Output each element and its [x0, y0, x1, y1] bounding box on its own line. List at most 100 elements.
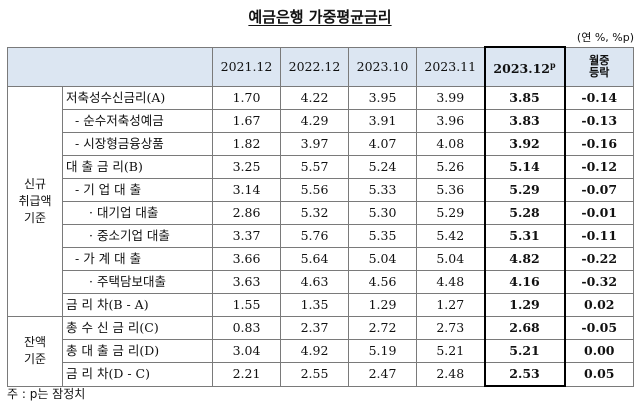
col-header-2023-11: 2023.11	[416, 46, 485, 87]
cell-monthly-change: -0.11	[564, 224, 634, 248]
cell-value: 1.29	[348, 293, 417, 317]
cell-value: 3.25	[212, 155, 281, 179]
cell-value: 5.19	[348, 339, 417, 363]
cell-value: 5.32	[280, 201, 349, 225]
cell-value: 5.64	[280, 247, 349, 271]
row-label: - 시장형금융상품	[62, 132, 213, 156]
cell-value: 3.95	[348, 86, 417, 110]
col-header-2023-12p: 2023.12p	[483, 46, 566, 87]
table-row: - 가 계 대 출 3.66 5.64 5.04 5.04 4.82 -0.22	[8, 247, 634, 271]
cell-value: 5.14	[483, 155, 566, 179]
cell-value: 3.66	[212, 247, 281, 271]
table-row: 금 리 차(D - C) 2.21 2.55 2.47 2.48 2.53 0.05	[8, 362, 634, 387]
header-blank	[7, 46, 213, 87]
interest-rate-table: 2021.12 2022.12 2023.10 2023.11 2023.12p…	[7, 46, 634, 387]
row-label: 금 리 차(D - C)	[62, 362, 213, 387]
cell-value: 3.14	[212, 178, 281, 202]
row-label: · 중소기업 대출	[62, 224, 213, 248]
cell-value: 3.63	[212, 270, 281, 294]
col-header-monthly-change-line2: 등락	[589, 65, 610, 79]
cell-value: 5.31	[483, 224, 566, 248]
cell-value: 2.73	[416, 316, 485, 340]
table-row: - 시장형금융상품 1.82 3.97 4.07 4.08 3.92 -0.16	[8, 132, 634, 156]
cell-value: 4.48	[416, 270, 485, 294]
cell-value: 2.68	[483, 316, 566, 340]
table-row: 대 출 금 리(B) 3.25 5.57 5.24 5.26 5.14 -0.12	[8, 155, 634, 179]
cell-value: 2.37	[280, 316, 349, 340]
cell-value: 5.26	[416, 155, 485, 179]
cell-value: 5.36	[416, 178, 485, 202]
cell-value: 5.29	[483, 178, 566, 202]
cell-value: 5.29	[416, 201, 485, 225]
col-header-2021-12: 2021.12	[212, 46, 281, 87]
cell-value: 2.21	[212, 362, 281, 387]
col-header-2023-10: 2023.10	[348, 46, 417, 87]
group-label-line: 기준	[23, 352, 47, 367]
unit-label: (연 %, %p)	[576, 31, 634, 44]
cell-value: 1.67	[212, 109, 281, 133]
col-header-2023-12-text: 2023.12	[493, 61, 550, 77]
cell-value: 3.97	[280, 132, 349, 156]
cell-value: 4.08	[416, 132, 485, 156]
cell-value: 3.04	[212, 339, 281, 363]
cell-value: 5.21	[416, 339, 485, 363]
cell-monthly-change: -0.05	[564, 316, 634, 340]
group-label-line: 잔액	[23, 335, 47, 350]
cell-value: 1.27	[416, 293, 485, 317]
table-row: 총 대 출 금 리(D) 3.04 4.92 5.19 5.21 5.21 0.00	[8, 339, 634, 363]
cell-monthly-change: -0.07	[564, 178, 634, 202]
table-row: 잔액 기준 총 수 신 금 리(C) 0.83 2.37 2.72 2.73 2.68 -0.0…	[7, 316, 634, 387]
row-label: 총 대 출 금 리(D)	[62, 339, 213, 363]
cell-value: 3.37	[212, 224, 281, 248]
cell-value: 1.70	[212, 86, 281, 110]
cell-value: 5.30	[348, 201, 417, 225]
table-row: · 주택담보대출 3.63 4.63 4.56 4.48 4.16 -0.32	[8, 270, 634, 294]
cell-value: 0.83	[212, 316, 281, 340]
row-label: - 가 계 대 출	[62, 247, 213, 271]
cell-value: 2.72	[348, 316, 417, 340]
col-header-provisional-mark: p	[549, 59, 556, 70]
cell-monthly-change: -0.13	[564, 109, 634, 133]
col-header-monthly-change: 월중 등락	[564, 46, 634, 87]
cell-value: 5.56	[280, 178, 349, 202]
cell-value: 5.35	[348, 224, 417, 248]
cell-value: 5.24	[348, 155, 417, 179]
cell-value: 4.29	[280, 109, 349, 133]
cell-value: 5.76	[280, 224, 349, 248]
group-new-transactions: 신규 취급액 기준	[7, 86, 63, 317]
row-label: · 대기업 대출	[62, 201, 213, 225]
cell-value: 3.92	[483, 132, 566, 156]
cell-value: 2.48	[416, 362, 485, 387]
table-row: - 기 업 대 출 3.14 5.56 5.33 5.36 5.29 -0.07	[8, 178, 634, 202]
row-label: 저축성수신금리(A)	[62, 86, 213, 110]
page-title: 예금은행 가중평균금리	[248, 8, 392, 26]
table-row: 신규 취급액 기준 저축성수신금리(A) 1.70 4.22 3.95 3.99 3.85 -0.…	[7, 86, 634, 317]
cell-value: 1.82	[212, 132, 281, 156]
cell-value: 4.16	[483, 270, 566, 294]
table-row: · 대기업 대출 2.86 5.32 5.30 5.29 5.28 -0.01	[8, 201, 634, 225]
cell-value: 4.07	[348, 132, 417, 156]
cell-monthly-change: -0.16	[564, 132, 634, 156]
cell-value: 3.83	[483, 109, 566, 133]
cell-value: 2.55	[280, 362, 349, 387]
footnote: 주 : p는 잠정치	[7, 387, 86, 401]
col-header-2022-12: 2022.12	[280, 46, 349, 87]
table-row: · 중소기업 대출 3.37 5.76 5.35 5.42 5.31 -0.11	[8, 224, 634, 248]
cell-value: 1.29	[483, 293, 566, 317]
cell-value: 1.55	[212, 293, 281, 317]
cell-monthly-change: -0.12	[564, 155, 634, 179]
cell-monthly-change: 0.00	[564, 339, 634, 363]
row-label: 총 수 신 금 리(C)	[62, 316, 213, 340]
group-label-line: 신규	[23, 177, 47, 191]
cell-value: 3.99	[416, 86, 485, 110]
cell-value: 4.56	[348, 270, 417, 294]
group-label-line: 취급액	[18, 194, 52, 208]
cell-value: 4.82	[483, 247, 566, 271]
cell-value: 2.47	[348, 362, 417, 387]
cell-value: 5.28	[483, 201, 566, 225]
cell-value: 4.22	[280, 86, 349, 110]
cell-value: 5.04	[416, 247, 485, 271]
cell-monthly-change: -0.14	[564, 86, 634, 110]
table-row: - 순수저축성예금 1.67 4.29 3.91 3.96 3.83 -0.13	[8, 109, 634, 133]
